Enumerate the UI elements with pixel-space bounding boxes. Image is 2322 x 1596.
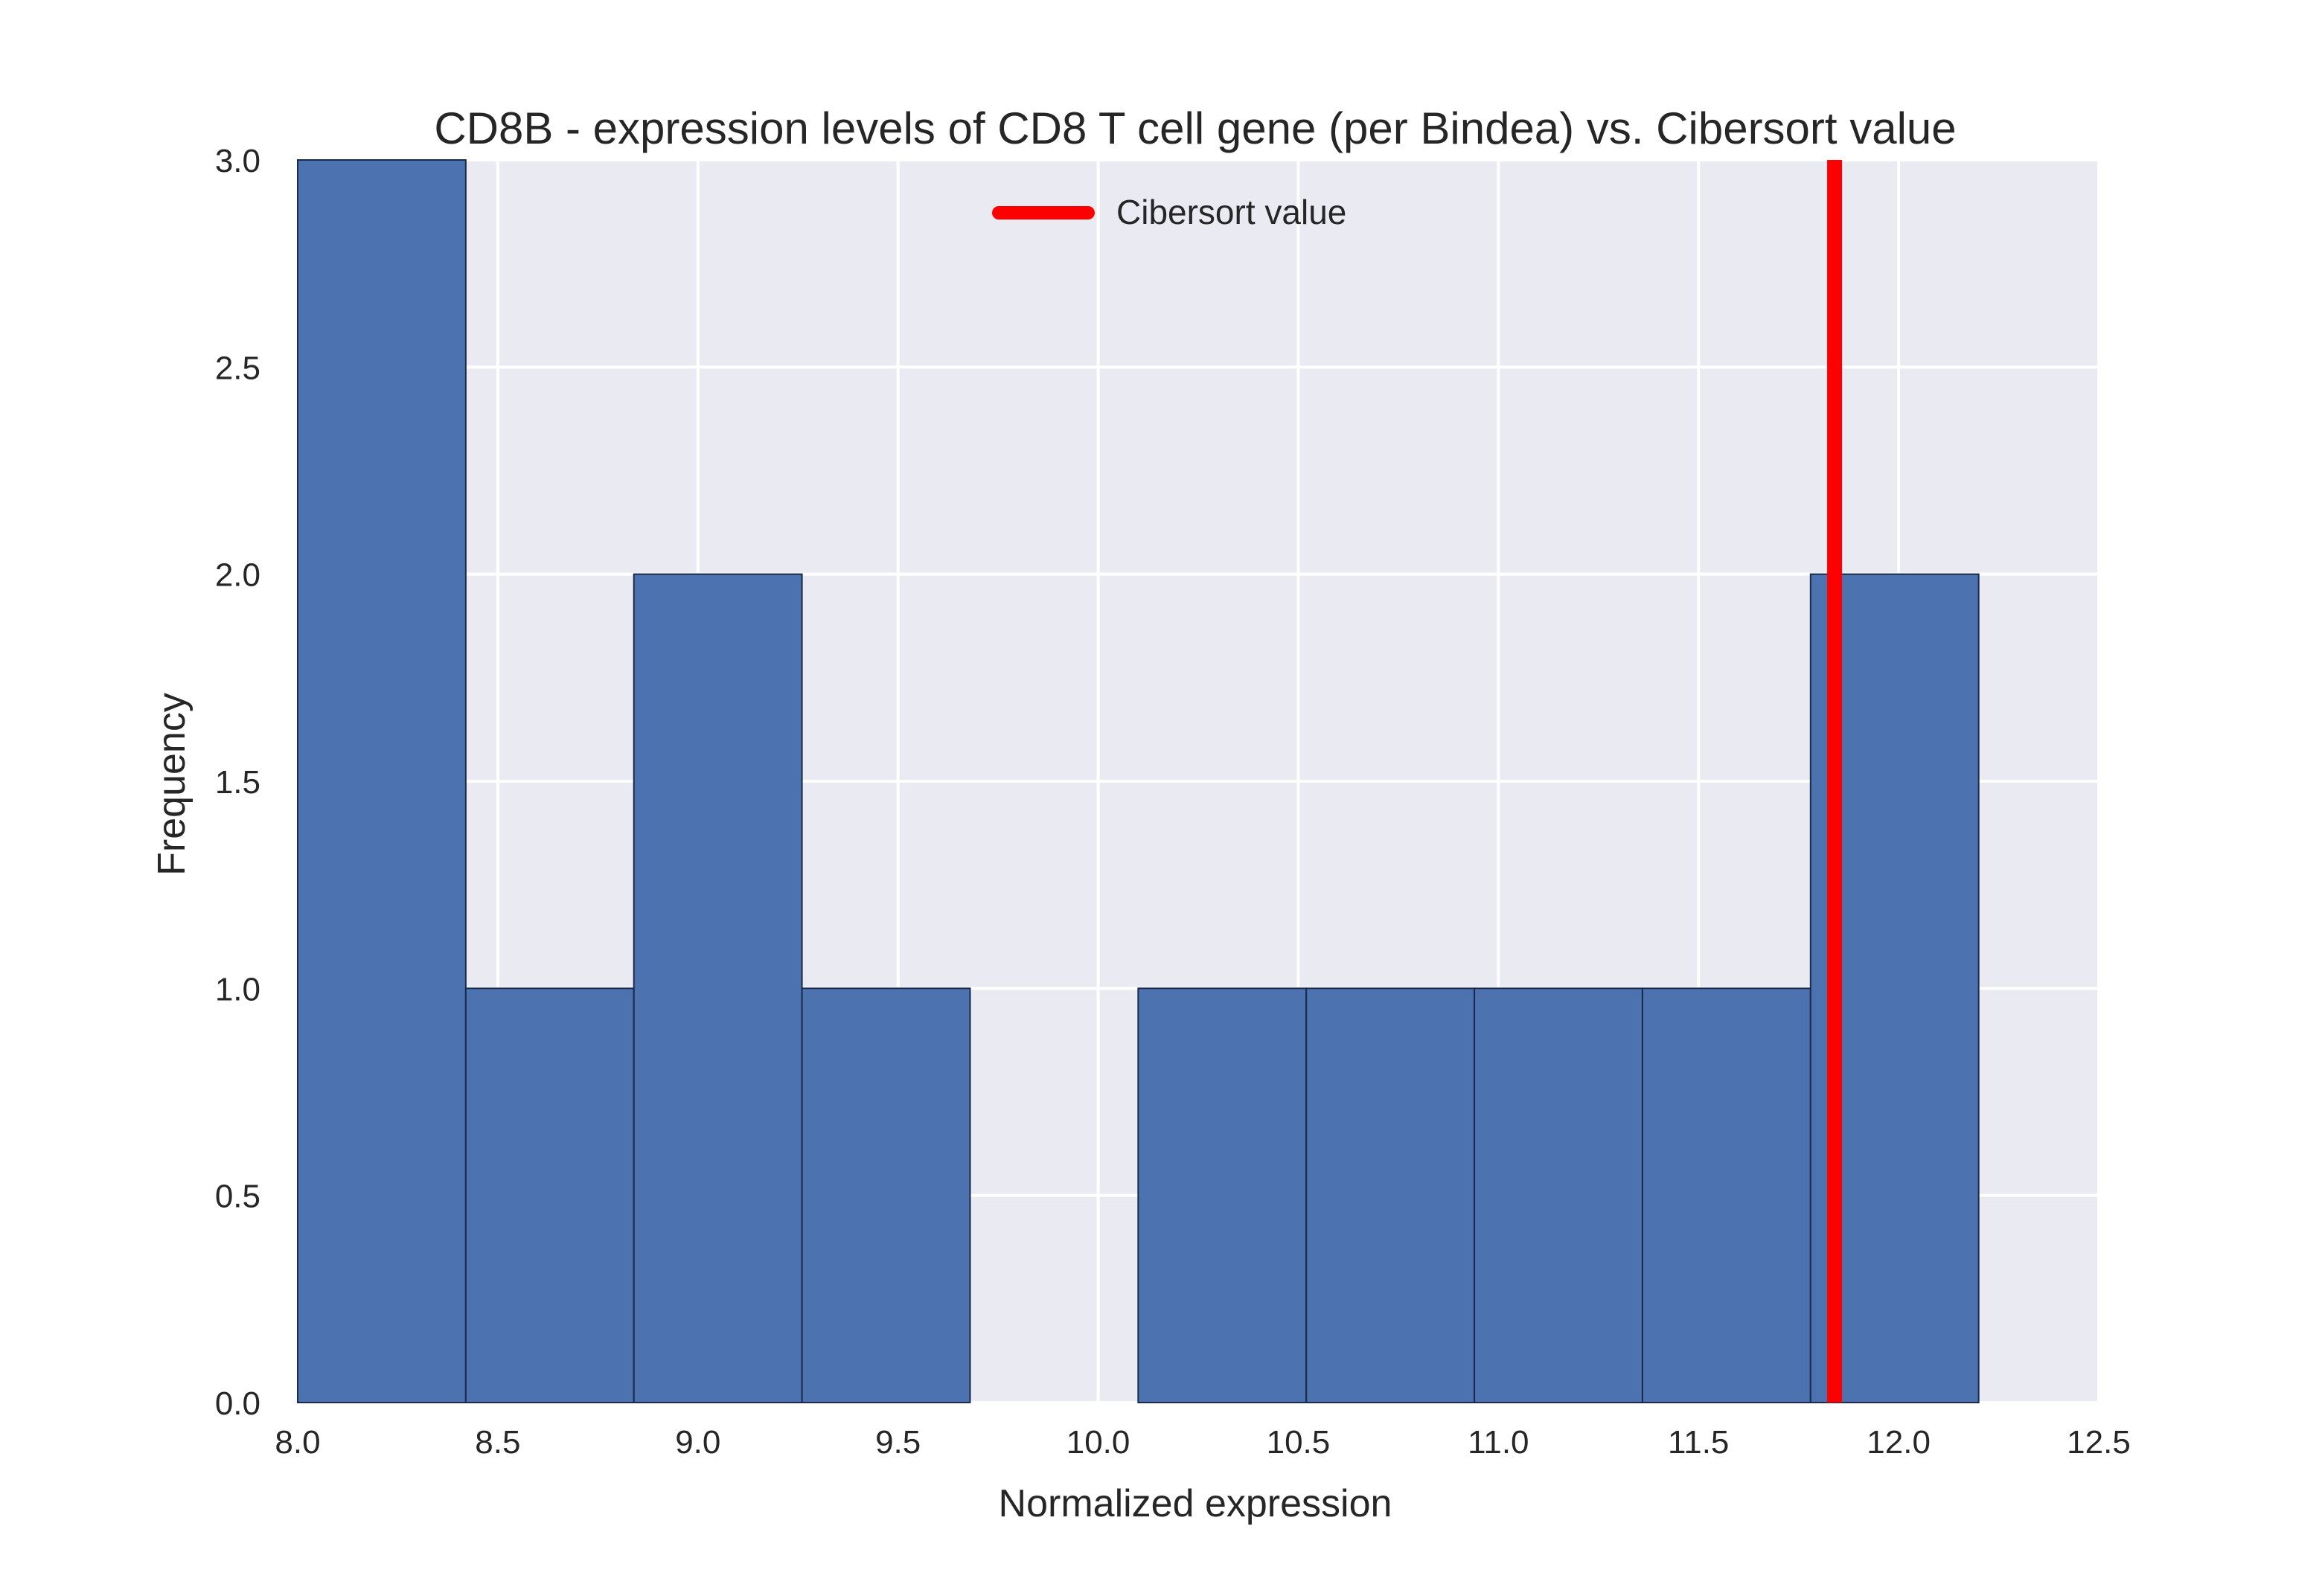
- y-tick-label: 2.0: [215, 557, 260, 594]
- x-tick-label: 8.5: [475, 1424, 520, 1461]
- x-tick-label: 9.5: [875, 1424, 921, 1461]
- x-tick-label: 11.5: [1668, 1424, 1729, 1461]
- x-tick-label: 11.0: [1468, 1424, 1529, 1461]
- histogram-bar-1: [464, 987, 635, 1404]
- histogram-bar-7: [1474, 987, 1643, 1404]
- x-tick-label: 9.0: [675, 1424, 720, 1461]
- chart-title: CD8B - expression levels of CD8 T cell g…: [434, 103, 1956, 153]
- y-axis-title: Frequency: [150, 693, 194, 876]
- x-tick-label: 10.5: [1267, 1424, 1331, 1461]
- x-tick-label: 12.0: [1867, 1424, 1931, 1461]
- x-tick-label: 12.5: [2067, 1424, 2131, 1461]
- y-tick-label: 1.0: [215, 971, 260, 1007]
- y-tick-label: 0.5: [215, 1179, 260, 1215]
- y-tick-label: 1.5: [215, 764, 260, 801]
- x-tick-label: 10.0: [1066, 1424, 1130, 1461]
- histogram-bar-5: [1137, 987, 1308, 1404]
- legend-label-cibersort: Cibersort value: [1116, 193, 1346, 231]
- y-tick-label: 2.5: [215, 350, 260, 386]
- x-tick-labels: 8.0 8.5 9.0 9.5 10.0 10.5 11.0 11.5 12.0 12.5: [275, 1424, 2130, 1461]
- y-tick-labels: 0.0 0.5 1.0 1.5 2.0 2.5 3.0: [215, 143, 260, 1422]
- x-axis-title: Normalized expression: [999, 1482, 1392, 1525]
- y-tick-label: 0.0: [215, 1385, 260, 1422]
- y-tick-label: 3.0: [215, 143, 260, 179]
- histogram-bar-3: [801, 987, 971, 1404]
- histogram-bars: [297, 159, 1980, 1404]
- histogram-bar-6: [1305, 987, 1476, 1404]
- histogram-bar-0: [297, 159, 467, 1403]
- legend: Cibersort value: [992, 193, 1346, 231]
- histogram-bar-2: [633, 573, 803, 1404]
- histogram-bar-8: [1641, 987, 1811, 1404]
- x-tick-label: 8.0: [275, 1424, 320, 1461]
